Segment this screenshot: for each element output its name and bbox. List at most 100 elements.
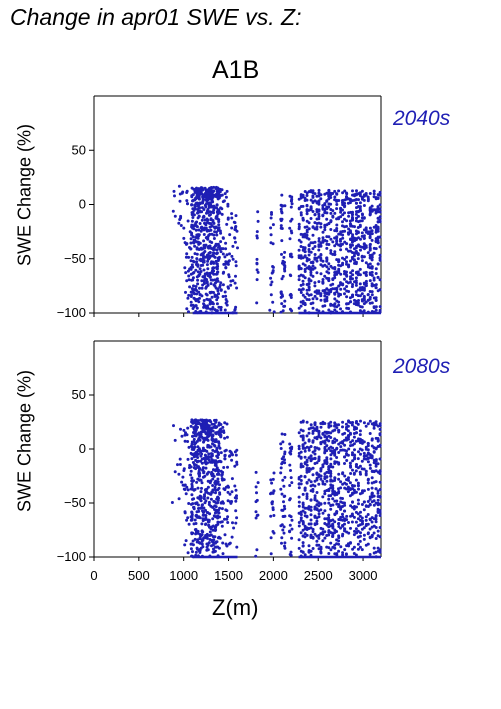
data-point	[333, 189, 337, 193]
data-point	[189, 542, 193, 546]
data-point	[368, 226, 372, 230]
data-point	[319, 292, 323, 296]
data-point	[307, 253, 311, 257]
data-point	[368, 536, 372, 540]
data-point	[190, 231, 194, 235]
data-point	[355, 427, 358, 431]
data-point	[199, 459, 203, 463]
data-point	[349, 245, 353, 249]
data-point	[202, 510, 206, 514]
data-point	[297, 278, 301, 282]
data-point	[189, 303, 193, 307]
data-point	[190, 263, 194, 267]
data-point	[303, 263, 307, 267]
data-point	[313, 284, 317, 288]
data-point	[210, 474, 214, 478]
data-point	[321, 280, 325, 284]
data-point	[331, 310, 335, 314]
data-point	[297, 444, 301, 448]
data-point	[351, 468, 354, 472]
data-point	[325, 287, 329, 291]
data-point	[195, 306, 199, 310]
data-point	[204, 488, 208, 492]
data-point	[333, 211, 337, 215]
data-point	[179, 224, 183, 227]
data-point	[362, 234, 366, 238]
data-point	[214, 528, 218, 532]
data-point	[213, 230, 217, 234]
data-point	[337, 300, 341, 304]
data-point	[335, 499, 339, 503]
data-point	[327, 434, 331, 438]
data-point	[183, 543, 187, 547]
data-point	[211, 490, 215, 494]
data-point	[349, 541, 352, 545]
data-point	[309, 271, 313, 275]
data-point	[323, 274, 327, 278]
data-point	[189, 444, 193, 448]
data-point	[305, 463, 309, 467]
data-point	[354, 262, 358, 266]
data-point	[364, 424, 368, 428]
data-point	[194, 268, 198, 272]
data-point	[307, 243, 311, 247]
data-point	[354, 293, 358, 297]
data-point	[366, 531, 370, 535]
data-point	[361, 519, 364, 523]
data-point	[370, 533, 374, 537]
data-point	[206, 511, 210, 515]
data-point	[203, 448, 207, 452]
data-point	[184, 271, 188, 275]
data-point	[195, 311, 199, 315]
data-point	[376, 546, 380, 550]
data-point	[299, 213, 303, 217]
data-point	[283, 541, 287, 545]
data-point	[321, 264, 325, 268]
data-point	[360, 292, 364, 296]
data-point	[301, 541, 305, 545]
data-point	[313, 240, 317, 244]
data-point	[193, 419, 197, 422]
data-point	[315, 543, 319, 547]
data-point	[301, 204, 305, 208]
data-point	[333, 297, 337, 301]
data-point	[341, 425, 344, 429]
data-point	[205, 472, 209, 476]
data-point	[376, 275, 380, 279]
data-point	[179, 427, 182, 431]
data-point	[223, 192, 227, 196]
data-point	[335, 446, 339, 450]
data-point	[315, 217, 319, 221]
data-point	[333, 513, 337, 517]
data-point	[303, 446, 307, 450]
data-point	[317, 243, 321, 247]
data-point	[297, 521, 301, 524]
data-point	[370, 258, 374, 262]
data-point	[214, 216, 218, 220]
data-point	[343, 486, 347, 490]
data-point	[204, 223, 208, 227]
data-point	[305, 497, 309, 500]
data-point	[281, 274, 285, 278]
data-point	[345, 260, 348, 264]
data-point	[202, 428, 206, 432]
data-point	[325, 199, 329, 203]
data-point	[191, 226, 195, 230]
data-point	[339, 237, 342, 241]
data-point	[208, 302, 212, 306]
data-point	[331, 535, 335, 538]
data-point	[283, 546, 287, 550]
data-point	[255, 301, 259, 305]
data-point	[212, 189, 216, 193]
data-point	[297, 225, 301, 229]
data-point	[283, 494, 287, 498]
data-point	[218, 536, 222, 540]
data-point	[192, 284, 195, 288]
data-point	[368, 301, 372, 305]
data-point	[311, 194, 315, 198]
data-point	[197, 233, 201, 237]
data-point	[206, 461, 209, 465]
data-point	[290, 518, 294, 522]
y-tick-label: 0	[79, 197, 86, 212]
data-point	[307, 311, 311, 315]
